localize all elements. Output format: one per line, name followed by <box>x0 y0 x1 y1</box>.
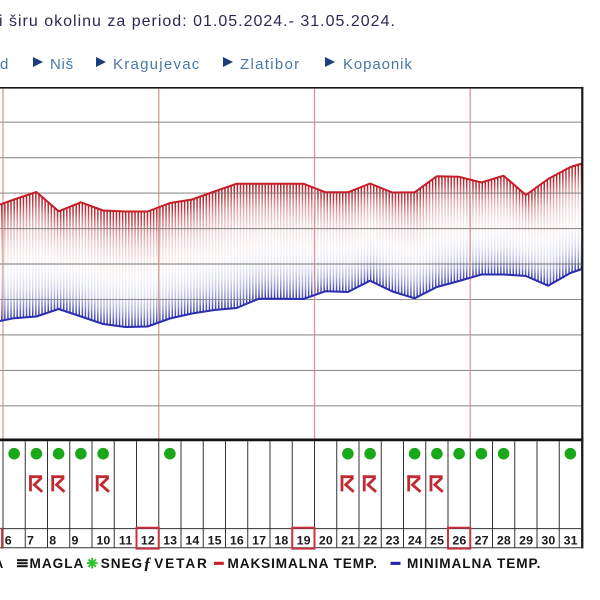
svg-text:23: 23 <box>386 533 400 547</box>
svg-text:16: 16 <box>230 533 244 547</box>
svg-text:MAGLA: MAGLA <box>30 556 85 571</box>
svg-text:VETAR: VETAR <box>154 556 209 571</box>
svg-text:29: 29 <box>519 533 533 547</box>
svg-text:30: 30 <box>541 533 555 547</box>
svg-text:10: 10 <box>96 533 110 547</box>
svg-text:17: 17 <box>252 533 266 547</box>
svg-text:19: 19 <box>297 533 311 547</box>
svg-text:24: 24 <box>408 533 422 547</box>
svg-text:ŠA: ŠA <box>0 556 4 571</box>
svg-text:ƒ: ƒ <box>143 554 151 573</box>
svg-text:9: 9 <box>72 533 79 547</box>
svg-text:12: 12 <box>141 533 155 547</box>
svg-text:20: 20 <box>319 533 333 547</box>
svg-text:13: 13 <box>163 533 177 547</box>
svg-text:15: 15 <box>208 533 222 547</box>
svg-text:25: 25 <box>430 533 444 547</box>
svg-text:26: 26 <box>452 533 466 547</box>
svg-text:31: 31 <box>564 533 578 547</box>
svg-text:MINIMALNA TEMP.: MINIMALNA TEMP. <box>407 556 541 571</box>
svg-text:28: 28 <box>497 533 511 547</box>
svg-text:14: 14 <box>185 533 199 547</box>
svg-text:11: 11 <box>119 533 133 547</box>
svg-text:8: 8 <box>49 533 56 547</box>
svg-text:22: 22 <box>363 533 377 547</box>
svg-text:27: 27 <box>475 533 489 547</box>
svg-text:6: 6 <box>5 533 12 547</box>
svg-text:18: 18 <box>274 533 288 547</box>
svg-text:21: 21 <box>341 533 355 547</box>
svg-text:7: 7 <box>27 533 34 547</box>
svg-text:SNEG: SNEG <box>101 556 143 571</box>
svg-text:MAKSIMALNA TEMP.: MAKSIMALNA TEMP. <box>228 556 378 571</box>
